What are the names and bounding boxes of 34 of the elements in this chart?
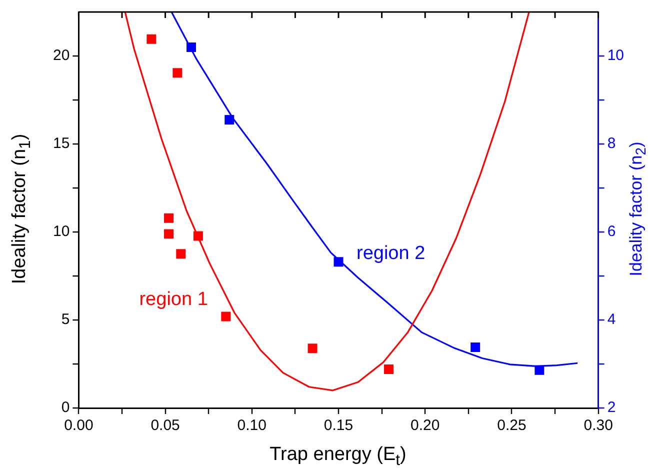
x-tick-label: 0.10	[237, 417, 266, 434]
point	[224, 115, 234, 125]
point	[470, 342, 480, 352]
x-tick-label: 0.30	[584, 417, 613, 434]
point	[193, 231, 203, 241]
y-tick-label: 5	[61, 311, 70, 328]
point	[186, 42, 196, 52]
y-tick-label: 20	[52, 47, 70, 64]
point	[384, 364, 394, 374]
y-tick-label: 10	[52, 223, 70, 240]
point	[221, 312, 231, 322]
point	[146, 34, 156, 44]
y2-tick-label: 10	[607, 47, 624, 64]
series-label: region 1	[139, 289, 208, 312]
y-tick-label: 15	[52, 135, 70, 152]
x-tick-label: 0.25	[497, 417, 526, 434]
x-tick-label: 0.05	[150, 417, 180, 434]
y2-tick-label: 8	[607, 135, 616, 152]
point	[176, 249, 186, 259]
point	[172, 68, 182, 78]
x-tick-label: 0.20	[410, 417, 440, 434]
x-tick-label: 0.00	[64, 417, 94, 434]
point	[164, 213, 174, 223]
y2-tick-label: 2	[607, 399, 616, 416]
y2-tick-label: 4	[607, 311, 616, 328]
x-axis-title: Trap energy (E$_{t}$)	[270, 444, 406, 470]
point	[164, 229, 174, 239]
x-tick-label: 0.15	[324, 417, 354, 434]
y-tick-label: 0	[61, 399, 70, 416]
point	[308, 344, 318, 354]
series-label: region 2	[356, 242, 426, 265]
y2-tick-label: 6	[607, 223, 616, 240]
point	[334, 257, 344, 267]
point	[534, 365, 544, 375]
